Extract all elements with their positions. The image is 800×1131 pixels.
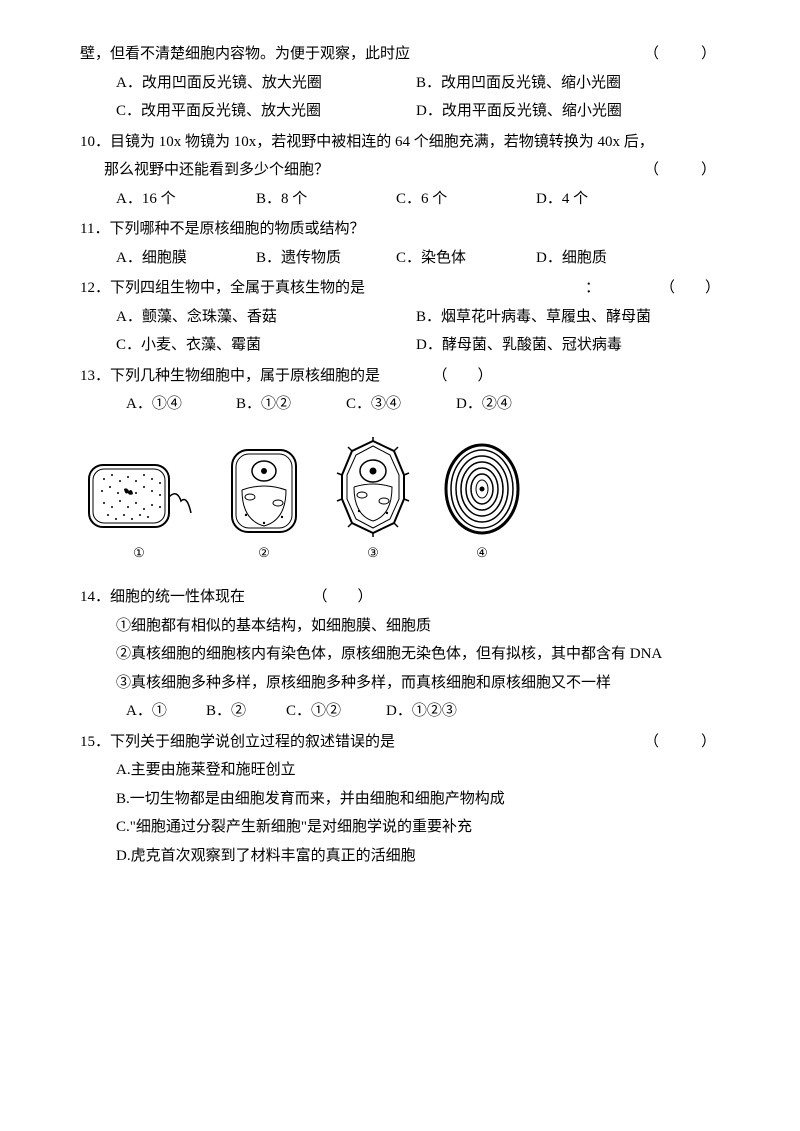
cell-diagrams: ① ② [80,437,720,566]
q12-paren: ： （ ） [585,274,720,303]
q13-line: 13．下列几种生物细胞中，属于原核细胞的是 （ ） [80,362,720,391]
q10-paren: （ ） [644,156,720,185]
cell-1-label: ① [133,541,145,566]
q14-s3: ③真核细胞多种多样，原核细胞多种多样，而真核细胞和原核细胞又不一样 [80,669,720,698]
q13-optA: A．①④ [126,390,236,419]
q14-optA: A．① [126,697,206,726]
q12-row2: C．小麦、衣藻、霉菌 D．酵母菌、乳酸菌、冠状病毒 [80,331,720,360]
q11-optD: D．细胞质 [536,244,676,273]
q13-options: A．①④ B．①② C．③④ D．②④ [80,390,720,419]
q15-paren: （ ） [644,728,720,757]
q14-optD: D．①②③ [386,697,486,726]
cell-1: ① [84,457,194,566]
q9-row2: C．改用平面反光镜、放大光圈 D．改用平面反光镜、缩小光圈 [80,97,720,126]
cell-2: ② [224,445,304,566]
q11-optA: A．细胞膜 [116,244,256,273]
q13-optB: B．①② [236,390,346,419]
q13-optD: D．②④ [456,390,566,419]
cell-3: ③ [334,437,412,566]
cell-1-svg [84,457,194,537]
cell-4: ④ [442,441,522,566]
q14-line: 14．细胞的统一性体现在 （ ） [80,583,720,612]
q14-s1: ①细胞都有相似的基本结构，如细胞膜、细胞质 [80,612,720,641]
q10-options: A．16 个 B．8 个 C．6 个 D．4 个 [80,185,720,214]
q12-line-wrap: 12．下列四组生物中，全属于真核生物的是 ： （ ） [80,274,720,303]
q9-text: 壁，但看不清楚细胞内容物。为便于观察，此时应 [80,46,410,62]
cell-4-label: ④ [476,541,488,566]
q14-s2: ②真核细胞的细胞核内有染色体，原核细胞无染色体，但有拟核，其中都含有 DNA [80,640,720,669]
q10-optD: D．4 个 [536,185,676,214]
q15-optB: B.一切生物都是由细胞发育而来，并由细胞和细胞产物构成 [80,785,720,814]
q15-optC: C."细胞通过分裂产生新细胞"是对细胞学说的重要补充 [80,813,720,842]
q12-optB: B．烟草花叶病毒、草履虫、酵母菌 [416,303,651,332]
q12-row1: A．颤藻、念珠藻、香菇 B．烟草花叶病毒、草履虫、酵母菌 [80,303,720,332]
q10-line2: 那么视野中还能看到多少个细胞？ [104,162,329,178]
cell-4-svg [442,441,522,537]
q9-optD: D．改用平面反光镜、缩小光圈 [416,97,622,126]
q10-optC: C．6 个 [396,185,536,214]
q12-line: 12．下列四组生物中，全属于真核生物的是 [80,280,365,296]
q14-optC: C．①② [286,697,386,726]
q10-line2-wrap: 那么视野中还能看到多少个细胞？ （ ） [80,156,720,185]
q13-optC: C．③④ [346,390,456,419]
q9-optA: A．改用凹面反光镜、放大光圈 [116,69,416,98]
q12-optA: A．颤藻、念珠藻、香菇 [116,303,416,332]
q11-options: A．细胞膜 B．遗传物质 C．染色体 D．细胞质 [80,244,720,273]
cell-3-svg [334,437,412,537]
q10-optA: A．16 个 [116,185,256,214]
q9-line: 壁，但看不清楚细胞内容物。为便于观察，此时应 （ ） [80,40,720,69]
q15-line-wrap: 15．下列关于细胞学说创立过程的叙述错误的是 （ ） [80,728,720,757]
cell-2-label: ② [258,541,270,566]
q14-options: A．① B．② C．①② D．①②③ [80,697,720,726]
q15-optD: D.虎克首次观察到了材料丰富的真正的活细胞 [80,842,720,871]
q9-optC: C．改用平面反光镜、放大光圈 [116,97,416,126]
cell-2-svg [224,445,304,537]
q11-optC: C．染色体 [396,244,536,273]
q15-line: 15．下列关于细胞学说创立过程的叙述错误的是 [80,734,395,750]
q9-paren: （ ） [644,40,720,69]
q14-optB: B．② [206,697,286,726]
q9-row1: A．改用凹面反光镜、放大光圈 B．改用凹面反光镜、缩小光圈 [80,69,720,98]
q15-optA: A.主要由施莱登和施旺创立 [80,756,720,785]
q9-optB: B．改用凹面反光镜、缩小光圈 [416,69,621,98]
q11-line: 11．下列哪种不是原核细胞的物质或结构？ [80,215,720,244]
q12-optD: D．酵母菌、乳酸菌、冠状病毒 [416,331,622,360]
q12-optC: C．小麦、衣藻、霉菌 [116,331,416,360]
q11-optB: B．遗传物质 [256,244,396,273]
q10-line1: 10．目镜为 10x 物镜为 10x，若视野中被相连的 64 个细胞充满，若物镜… [80,128,720,157]
q10-optB: B．8 个 [256,185,396,214]
cell-3-label: ③ [367,541,379,566]
